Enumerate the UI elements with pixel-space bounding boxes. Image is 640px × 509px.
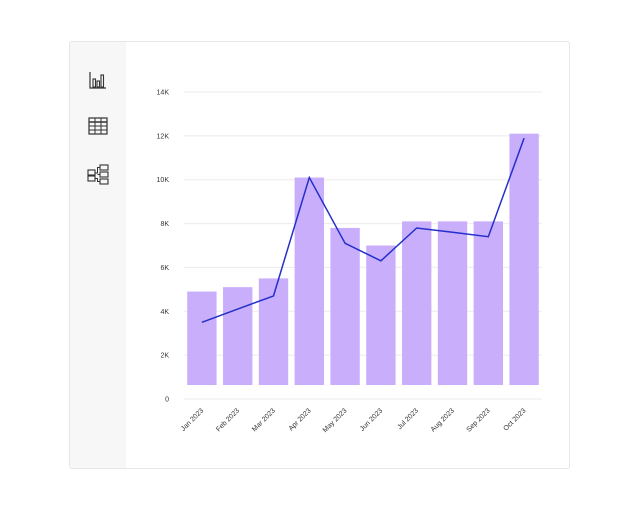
bar-chart-view-button[interactable] bbox=[86, 68, 110, 92]
bar-line-chart: 0 2K 4K 6K 8K 10K 12K 14K Jan 2023 Feb 2023 Mar 2… bbox=[126, 42, 569, 468]
x-tick-label: Sep 2023 bbox=[466, 407, 492, 433]
x-tick-label: May 2023 bbox=[322, 407, 349, 434]
x-tick-label: Jan 2023 bbox=[180, 407, 205, 432]
y-axis-ticks: 0 2K 4K 6K 8K 10K 12K 14K bbox=[157, 90, 170, 404]
hierarchy-icon bbox=[87, 164, 109, 185]
x-tick-label: Aug 2023 bbox=[430, 407, 456, 433]
x-axis-ticks: Jan 2023 Feb 2023 Mar 2023 Apr 2023 May 2023… bbox=[180, 407, 528, 434]
bar bbox=[473, 221, 503, 385]
bar-layer bbox=[187, 133, 539, 385]
bar bbox=[366, 245, 396, 385]
chart-card: 0 2K 4K 6K 8K 10K 12K 14K Jan 2023 Feb 2023 Mar 2… bbox=[69, 41, 570, 469]
line-layer bbox=[201, 137, 525, 324]
view-toolbar bbox=[70, 42, 126, 468]
bar bbox=[187, 291, 217, 385]
y-tick-label: 0 bbox=[165, 397, 169, 404]
y-tick-label: 14K bbox=[157, 90, 170, 97]
y-tick-label: 10K bbox=[157, 177, 170, 184]
table-view-button[interactable] bbox=[86, 114, 110, 138]
y-tick-label: 12K bbox=[157, 133, 170, 140]
bar bbox=[294, 177, 324, 385]
x-tick-label: Oct 2023 bbox=[502, 407, 527, 432]
bar bbox=[437, 221, 468, 385]
line-series bbox=[201, 137, 525, 324]
table-icon bbox=[88, 117, 108, 135]
bar bbox=[330, 227, 360, 385]
x-tick-label: Apr 2023 bbox=[288, 407, 313, 432]
bar bbox=[509, 133, 539, 385]
bar bbox=[223, 287, 253, 385]
y-tick-label: 6K bbox=[160, 265, 169, 272]
y-tick-label: 4K bbox=[160, 309, 169, 316]
bar-chart-icon bbox=[89, 72, 106, 89]
hierarchy-view-button[interactable] bbox=[86, 162, 110, 186]
bar bbox=[402, 221, 432, 385]
x-tick-label: Jul 2023 bbox=[396, 407, 420, 431]
x-tick-label: Jun 2023 bbox=[359, 407, 384, 432]
chart-svg: 0 2K 4K 6K 8K 10K 12K 14K Jan 2023 Feb 2023 Mar 2… bbox=[157, 90, 542, 434]
x-tick-label: Feb 2023 bbox=[215, 407, 241, 433]
y-tick-label: 8K bbox=[160, 221, 169, 228]
x-tick-label: Mar 2023 bbox=[251, 407, 277, 433]
y-tick-label: 2K bbox=[160, 353, 169, 360]
